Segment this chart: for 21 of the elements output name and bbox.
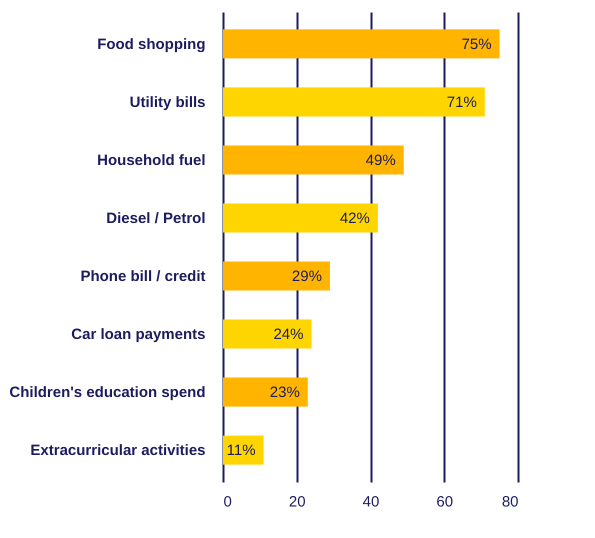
data-label: 11% xyxy=(226,442,256,460)
data-label: 23% xyxy=(270,384,300,402)
y-tick-label: Food shopping xyxy=(97,36,206,53)
y-tick-label: Phone bill / credit xyxy=(80,268,206,286)
y-tick-label: Utility bills xyxy=(130,94,206,111)
data-label: 49% xyxy=(366,152,396,169)
data-label: 71% xyxy=(446,94,477,111)
x-tick-label: 20 xyxy=(288,494,306,510)
x-tick-label: 80 xyxy=(502,494,518,510)
data-label: 29% xyxy=(292,268,322,286)
data-label: 75% xyxy=(462,36,492,53)
x-tick-label: 60 xyxy=(436,494,454,510)
x-tick-label: 40 xyxy=(362,494,380,510)
data-label: 24% xyxy=(273,326,304,344)
y-tick-label: Car loan payments xyxy=(71,326,206,344)
x-tick-label: 0 xyxy=(224,494,232,510)
data-label: 42% xyxy=(340,210,370,227)
y-tick-label: Diesel / Petrol xyxy=(106,210,206,227)
y-tick-label: Children's education spend xyxy=(9,384,206,402)
y-tick-label: Extracurricular activities xyxy=(30,442,206,460)
y-tick-label: Household fuel xyxy=(97,152,206,169)
